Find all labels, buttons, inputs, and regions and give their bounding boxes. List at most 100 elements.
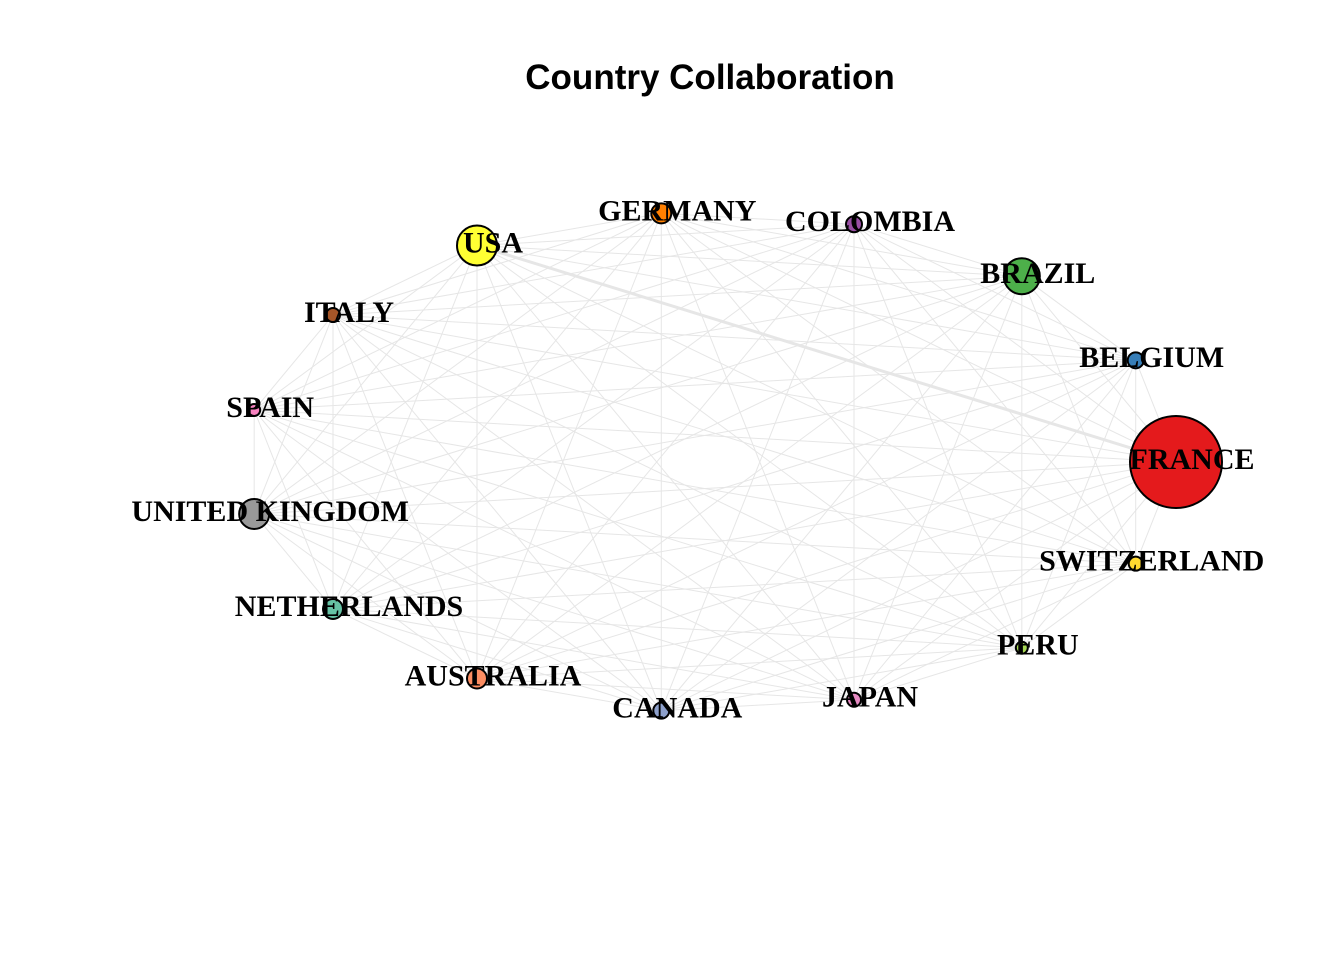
edge-united-kingdom-switzerland: [254, 513, 1136, 565]
node-label-usa: USA: [463, 226, 523, 259]
edge-canada-peru: [661, 647, 1022, 712]
node-brazil[interactable]: [1002, 257, 1041, 296]
edge-france-canada: [661, 461, 1177, 712]
edge-germany-italy: [332, 212, 662, 316]
edge-australia-peru: [476, 647, 1022, 680]
edge-belgium-usa: [476, 245, 1136, 361]
node-label-colombia: COLOMBIA: [785, 205, 955, 238]
node-label-canada: CANADA: [612, 692, 742, 725]
edge-belgium-united-kingdom: [254, 359, 1136, 515]
edge-france-italy: [332, 314, 1177, 463]
chart-title: Country Collaboration: [525, 58, 895, 97]
edge-italy-switzerland: [332, 314, 1136, 565]
edge-germany-usa: [476, 212, 662, 246]
edge-germany-australia: [476, 213, 662, 679]
edge-usa-switzerland: [476, 245, 1136, 565]
node-label-netherlands: NETHERLANDS: [235, 590, 463, 623]
edge-united-kingdom-canada: [253, 513, 662, 712]
edge-brazil-japan: [853, 276, 1023, 700]
node-japan[interactable]: [846, 691, 863, 708]
edge-canada-japan: [661, 699, 855, 712]
edge-belgium-japan: [853, 359, 1137, 701]
edge-italy-australia: [332, 314, 478, 679]
edge-italy-peru: [332, 314, 1023, 649]
edge-brazil-usa: [476, 244, 1022, 277]
edge-usa-canada: [476, 245, 662, 711]
edge-usa-italy: [332, 245, 478, 316]
edge-france-australia: [476, 461, 1177, 679]
edge-brazil-spain: [254, 275, 1022, 411]
edge-belgium-australia: [476, 359, 1136, 679]
edge-spain-peru: [254, 409, 1022, 649]
node-label-germany: GERMANY: [598, 194, 757, 227]
edge-united-kingdom-netherlands: [253, 513, 334, 610]
edge-colombia-spain: [254, 223, 855, 411]
node-france[interactable]: [1129, 415, 1223, 509]
node-canada[interactable]: [652, 701, 671, 720]
node-spain[interactable]: [247, 403, 262, 418]
node-label-peru: PERU: [997, 629, 1079, 662]
edge-spain-australia: [253, 409, 478, 679]
edge-netherlands-canada: [332, 608, 662, 712]
node-peru[interactable]: [1014, 640, 1029, 655]
edge-belgium-spain: [254, 359, 1136, 411]
edge-belgium-canada: [660, 359, 1137, 712]
edge-colombia-switzerland: [853, 223, 1137, 565]
node-usa[interactable]: [456, 224, 498, 267]
node-belgium[interactable]: [1126, 351, 1145, 370]
edge-peru-switzerland: [1021, 563, 1137, 649]
edge-belgium-peru: [1021, 360, 1137, 648]
edge-brazil-switzerland: [1021, 276, 1137, 564]
edge-brazil-netherlands: [332, 275, 1023, 610]
edge-brazil-canada: [660, 275, 1023, 711]
node-label-switzerland: SWITZERLAND: [1039, 545, 1264, 578]
edge-belgium-germany: [661, 212, 1136, 361]
edge-usa-peru: [476, 245, 1023, 649]
node-label-brazil: BRAZIL: [980, 257, 1095, 290]
label-layer: FRANCE BELGIUM BRAZIL COLOMBIA GERMANY USA ITA…: [131, 194, 1264, 724]
node-label-united-kingdom: UNITED KINGDOM: [131, 495, 409, 528]
node-switzerland[interactable]: [1127, 555, 1144, 572]
node-label-italy: ITALY: [304, 296, 394, 329]
edge-australia-canada: [476, 678, 662, 712]
node-label-france: FRANCE: [1130, 443, 1255, 476]
edge-spain-netherlands: [253, 409, 334, 610]
node-italy[interactable]: [324, 307, 341, 324]
edge-brazil-united-kingdom: [254, 275, 1022, 515]
edge-italy-canada: [332, 314, 662, 711]
node-colombia[interactable]: [845, 215, 864, 234]
edge-colombia-peru: [853, 224, 1023, 648]
edge-belgium-italy: [332, 314, 1136, 361]
edge-france-united-kingdom: [254, 461, 1177, 515]
node-label-australia: AUSTRALIA: [405, 659, 582, 692]
edge-netherlands-australia: [332, 608, 478, 679]
edge-japan-switzerland: [853, 563, 1136, 701]
edge-germany-switzerland: [660, 212, 1137, 565]
node-netherlands[interactable]: [321, 597, 344, 620]
edge-colombia-netherlands: [332, 223, 855, 610]
edge-united-kingdom-japan: [254, 513, 855, 701]
edge-belgium-colombia: [853, 223, 1136, 361]
edge-layer: [253, 212, 1177, 712]
edge-colombia-germany: [661, 212, 855, 225]
edge-italy-spain: [253, 314, 334, 411]
node-united-kingdom[interactable]: [238, 497, 271, 530]
edge-france-netherlands: [332, 461, 1177, 610]
edge-canada-switzerland: [661, 563, 1136, 712]
edge-japan-peru: [853, 647, 1022, 701]
edge-netherlands-japan: [332, 608, 855, 701]
edge-usa-netherlands: [332, 245, 478, 610]
node-label-japan: JAPAN: [822, 681, 918, 714]
edge-brazil-colombia: [853, 223, 1022, 277]
edge-italy-japan: [332, 314, 855, 701]
node-germany[interactable]: [650, 202, 673, 225]
edge-australia-japan: [476, 678, 855, 701]
node-layer: [238, 202, 1223, 720]
edge-france-japan: [853, 461, 1177, 701]
edge-netherlands-peru: [332, 608, 1022, 649]
node-australia[interactable]: [466, 667, 488, 690]
edge-germany-spain: [253, 212, 662, 411]
edge-belgium-brazil: [1021, 275, 1137, 361]
edge-germany-netherlands: [332, 213, 662, 610]
